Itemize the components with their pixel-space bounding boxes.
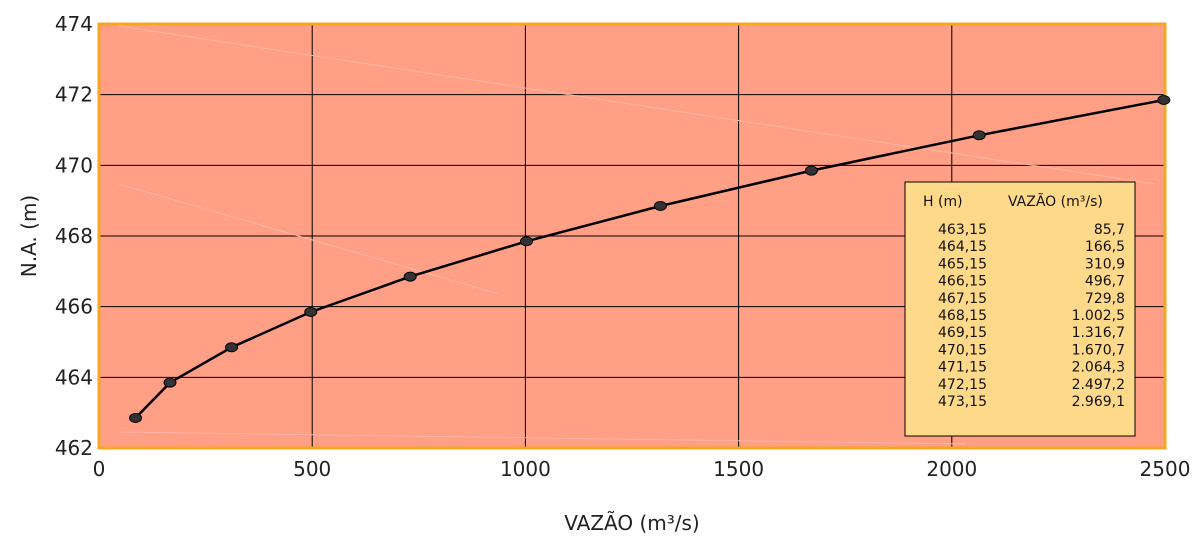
table-cell-h: 465,15 <box>938 256 987 272</box>
data-point <box>804 165 818 176</box>
x-tick-label: 0 <box>93 457 106 481</box>
data-points <box>129 94 1171 423</box>
table-cell-vazao: 1.670,7 <box>1072 342 1125 358</box>
table-cell-h: 464,15 <box>938 239 987 255</box>
table-cell-h: 470,15 <box>938 342 987 358</box>
y-tick-label: 470 <box>55 153 93 177</box>
table-cell-h: 463,15 <box>938 222 987 238</box>
data-point <box>129 412 143 423</box>
rating-table-box <box>904 181 1136 437</box>
table-cell-vazao: 2.969,1 <box>1072 394 1125 410</box>
table-cell-vazao: 2.064,3 <box>1072 360 1125 376</box>
data-point <box>1157 94 1171 105</box>
plot-frame <box>97 22 1167 450</box>
y-axis-title: N.A. (m) <box>17 195 41 277</box>
y-tick-label: 466 <box>55 295 93 319</box>
y-tick-label: 462 <box>55 436 93 460</box>
y-tick-label: 468 <box>55 224 93 248</box>
rating-table: H (m) VAZÃO (m³/s) 463,15 85,7 464,15 166,5… <box>904 181 1136 437</box>
table-cell-h: 469,15 <box>938 325 987 341</box>
table-cell-vazao: 85,7 <box>1094 222 1125 238</box>
background-streak <box>118 25 1156 185</box>
x-tick-label: 1000 <box>500 457 551 481</box>
data-point <box>519 236 533 247</box>
table-cell-vazao: 1.002,5 <box>1072 308 1125 324</box>
data-point <box>225 342 239 353</box>
table-cell-h: 472,15 <box>938 377 987 393</box>
x-tick-labels: 0 500 1000 1500 2000 2500 <box>93 457 1191 481</box>
x-tick-label: 1500 <box>713 457 764 481</box>
table-cell-h: 471,15 <box>938 360 987 376</box>
table-cell-vazao: 166,5 <box>1085 239 1125 255</box>
table-rows: 463,15 85,7 464,15 166,5 465,15 310,9 466,15 49… <box>938 222 1125 410</box>
y-tick-label: 472 <box>55 83 93 107</box>
table-cell-vazao: 729,8 <box>1085 291 1125 307</box>
y-tick-labels: 462 464 466 468 470 472 474 <box>55 12 93 460</box>
data-point <box>304 306 318 317</box>
data-point <box>403 271 417 282</box>
data-point <box>653 200 667 211</box>
y-tick-label: 474 <box>55 12 93 36</box>
x-axis-title: VAZÃO (m³/s) <box>564 511 699 535</box>
rating-curve-line <box>134 98 1165 419</box>
table-header-vazao: VAZÃO (m³/s) <box>1008 193 1103 210</box>
table-cell-vazao: 496,7 <box>1085 274 1125 290</box>
table-cell-h: 466,15 <box>938 274 987 290</box>
table-cell-vazao: 2.497,2 <box>1072 377 1125 393</box>
table-cell-h: 473,15 <box>938 394 987 410</box>
data-point <box>163 377 177 388</box>
table-cell-h: 467,15 <box>938 291 987 307</box>
x-tick-label: 500 <box>293 457 331 481</box>
background-streak <box>118 431 966 445</box>
y-tick-label: 464 <box>55 365 93 389</box>
x-tick-label: 2500 <box>1140 457 1191 481</box>
table-cell-vazao: 310,9 <box>1085 256 1125 272</box>
table-cell-h: 468,15 <box>938 308 987 324</box>
x-tick-label: 2000 <box>926 457 977 481</box>
table-cell-vazao: 1.316,7 <box>1072 325 1125 341</box>
background-streak <box>118 183 500 295</box>
data-point <box>972 130 986 141</box>
table-header-h: H (m) <box>923 194 963 210</box>
